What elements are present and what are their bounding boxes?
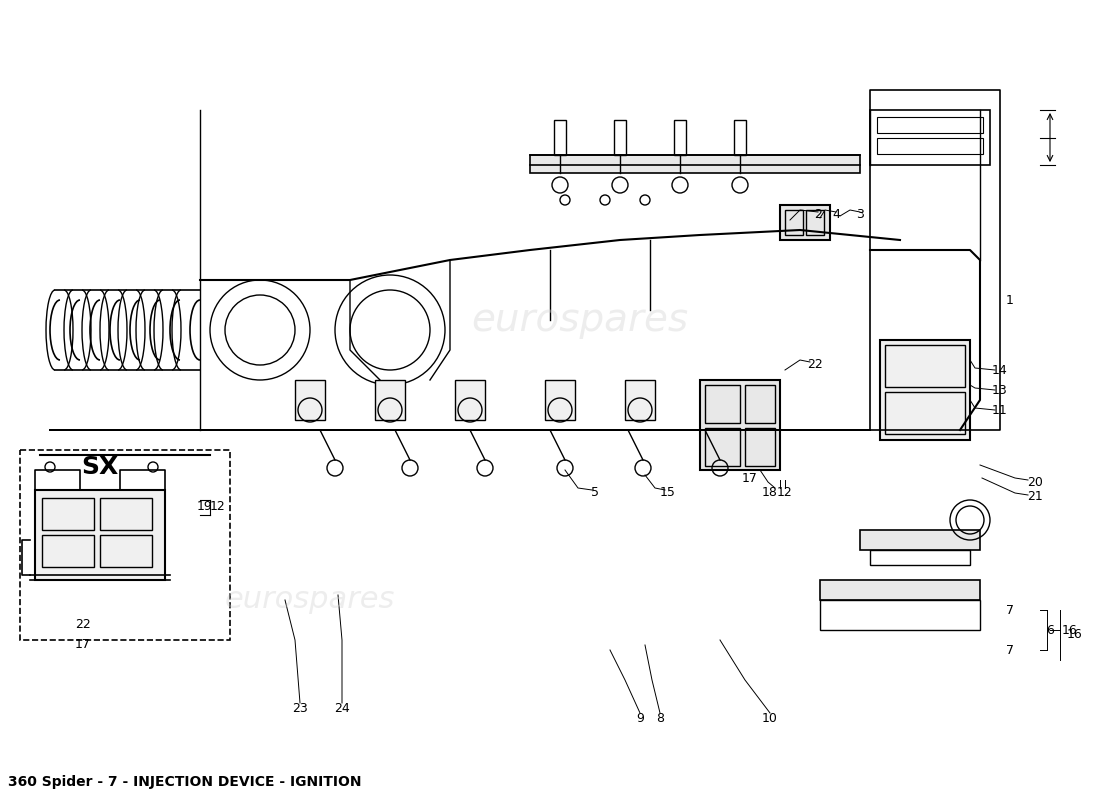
Bar [860, 530, 980, 550]
Bar [35, 490, 165, 580]
Bar [705, 428, 740, 466]
Bar [295, 380, 324, 420]
Text: 17: 17 [742, 471, 758, 485]
Bar [100, 535, 152, 567]
Text: 13: 13 [992, 383, 1008, 397]
Bar [554, 120, 566, 155]
Bar [42, 498, 94, 530]
Text: 14: 14 [992, 363, 1008, 377]
Text: 8: 8 [656, 711, 664, 725]
Bar [880, 340, 970, 440]
Text: 5: 5 [591, 486, 600, 499]
Text: 24: 24 [334, 702, 350, 714]
Bar [455, 380, 485, 420]
Bar [42, 535, 94, 567]
Bar [700, 380, 780, 470]
Text: 23: 23 [293, 702, 308, 714]
Text: 17: 17 [75, 638, 91, 651]
Text: 20: 20 [1027, 477, 1043, 490]
Bar [870, 110, 990, 165]
Text: eurospares: eurospares [472, 301, 689, 339]
Text: 6: 6 [1046, 623, 1054, 637]
Bar [674, 120, 686, 155]
Text: 19: 19 [197, 501, 213, 514]
Text: eurospares: eurospares [224, 586, 395, 614]
Text: 16: 16 [1063, 623, 1078, 637]
Text: 2: 2 [814, 209, 822, 222]
Bar [886, 345, 965, 387]
Text: 1: 1 [1006, 294, 1014, 306]
Bar [785, 210, 803, 235]
Bar [806, 210, 824, 235]
Bar [820, 580, 980, 600]
Bar [544, 380, 575, 420]
Text: 3: 3 [856, 209, 864, 222]
Bar [705, 380, 735, 420]
Text: 7: 7 [1006, 643, 1014, 657]
Bar [870, 550, 970, 565]
Bar [614, 120, 626, 155]
Text: 16: 16 [1067, 629, 1082, 642]
Bar [886, 392, 965, 434]
Bar [100, 498, 152, 530]
Text: 18: 18 [762, 486, 778, 499]
Text: 11: 11 [992, 403, 1008, 417]
Text: 7: 7 [1006, 603, 1014, 617]
Bar [20, 450, 230, 640]
Text: SX: SX [81, 455, 119, 479]
Text: 10: 10 [762, 711, 778, 725]
Text: 4: 4 [832, 209, 840, 222]
Bar [530, 155, 860, 173]
Text: 22: 22 [75, 618, 90, 631]
Text: 12: 12 [210, 501, 225, 514]
Bar [780, 205, 830, 240]
Text: 9: 9 [636, 711, 644, 725]
Bar [625, 380, 654, 420]
Text: 15: 15 [660, 486, 675, 499]
Text: 12: 12 [777, 486, 793, 499]
Bar [877, 117, 983, 133]
Text: 21: 21 [1027, 490, 1043, 503]
Bar [375, 380, 405, 420]
Text: 360 Spider - 7 - INJECTION DEVICE - IGNITION: 360 Spider - 7 - INJECTION DEVICE - IGNI… [8, 775, 362, 789]
Bar [820, 600, 980, 630]
Text: 22: 22 [807, 358, 823, 371]
Bar [877, 138, 983, 154]
Bar [734, 120, 746, 155]
Bar [745, 428, 776, 466]
Bar [705, 385, 740, 423]
Bar [745, 385, 776, 423]
